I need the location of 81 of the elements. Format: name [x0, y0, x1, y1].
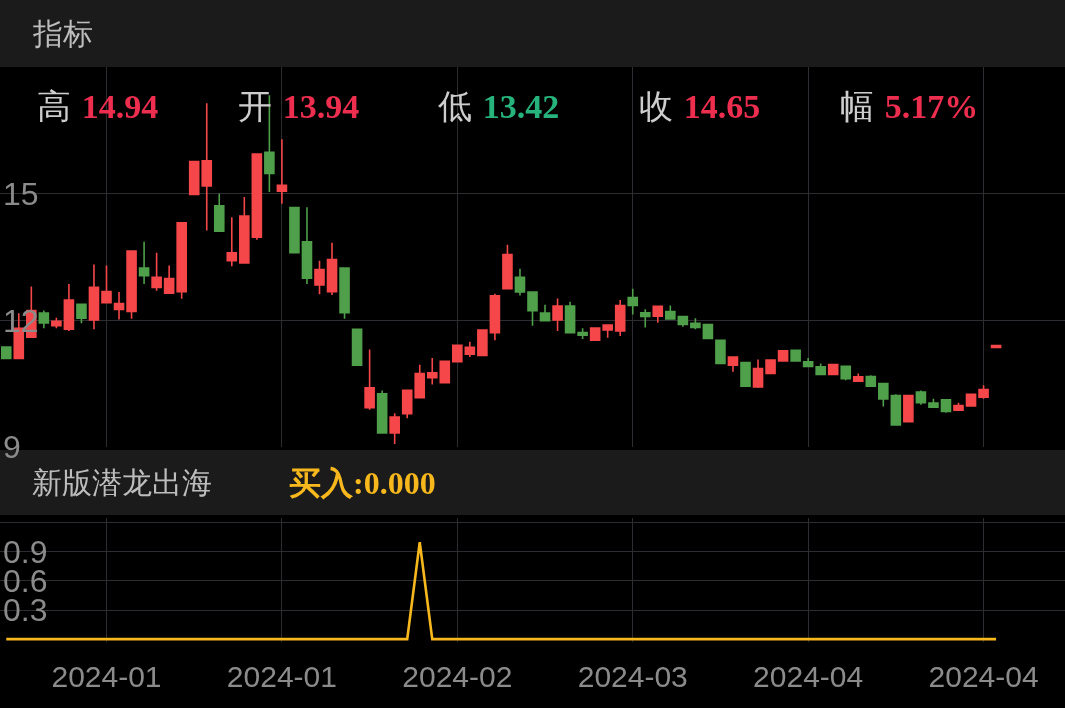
candlestick	[289, 206, 300, 254]
candlestick	[577, 327, 588, 340]
candlestick	[665, 304, 676, 320]
candlestick	[627, 287, 639, 316]
candlestick	[213, 192, 225, 233]
candlestick	[151, 251, 162, 292]
x-tick-label: 2024-02	[402, 660, 513, 693]
candlestick	[251, 153, 263, 241]
annotation: 低 13.42	[438, 86, 560, 126]
y-tick-label: 9	[3, 429, 21, 466]
candlestick	[690, 317, 701, 330]
candlestick	[928, 398, 939, 409]
candlestick	[326, 241, 338, 296]
x-tick-label: 2024-01	[51, 660, 162, 693]
x-tick-label: 2024-04	[928, 660, 1039, 693]
candlestick	[840, 365, 852, 382]
candlestick	[865, 374, 877, 387]
candlestick	[126, 250, 137, 320]
candlestick	[953, 401, 964, 412]
candlestick	[163, 264, 175, 295]
candlestick	[852, 372, 864, 382]
candlestick	[138, 241, 150, 285]
candlestick	[314, 260, 325, 295]
candlestick	[464, 341, 476, 358]
candlestick	[452, 344, 463, 363]
candlestick	[539, 303, 551, 322]
candlestick	[239, 196, 250, 264]
candlestick	[903, 394, 914, 423]
candlestick	[351, 328, 363, 366]
candlestick	[727, 356, 739, 373]
candlestick	[790, 349, 801, 363]
candlestick	[514, 268, 526, 297]
candlestick	[740, 361, 751, 387]
candlestick	[777, 349, 789, 362]
annotation: 收 14.65	[639, 86, 761, 126]
candlestick	[339, 267, 350, 320]
candlestick	[364, 348, 375, 411]
candlestick	[564, 300, 576, 334]
annotation: 幅 5.17%	[840, 86, 979, 126]
candlestick	[965, 393, 977, 407]
candlestick	[176, 222, 187, 300]
y-tick-label: 15	[3, 175, 39, 212]
annotation: 高 14.94	[37, 86, 159, 126]
candlestick	[878, 382, 889, 408]
candlestick	[915, 389, 927, 406]
candlestick	[827, 363, 839, 376]
candlestick	[226, 216, 238, 268]
candlestick	[527, 291, 538, 327]
candlestick	[502, 243, 513, 290]
candlestick	[63, 283, 75, 332]
candlestick	[765, 359, 776, 375]
candlestick	[76, 303, 87, 325]
candlestick	[276, 138, 288, 205]
candlestick	[589, 327, 601, 341]
candlestick	[652, 305, 664, 324]
candlestick	[890, 393, 902, 426]
candlestick	[815, 362, 826, 376]
candlestick	[489, 292, 501, 341]
candlestick	[639, 308, 651, 329]
text: 买入:0.000	[289, 465, 436, 501]
candlestick	[376, 389, 388, 434]
candlestick	[614, 299, 626, 337]
x-tick-label: 2024-04	[753, 660, 864, 693]
candlestick	[0, 346, 12, 360]
candlestick	[38, 309, 50, 330]
candlestick	[301, 206, 313, 285]
candlestick	[477, 329, 488, 358]
candlestick	[113, 291, 125, 321]
chart-title: 新版潜龙出海	[32, 465, 212, 500]
candlestick	[715, 339, 726, 365]
candlestick	[88, 263, 100, 330]
candlestick	[978, 384, 989, 400]
candlestick	[101, 264, 112, 304]
candlestick	[389, 412, 400, 445]
x-tick-label: 2024-01	[226, 660, 337, 693]
chart-title: 指标	[32, 16, 93, 51]
candlestick	[51, 317, 62, 330]
candlestick	[552, 297, 563, 332]
x-tick-label: 2024-03	[577, 660, 688, 693]
candlestick	[752, 358, 764, 389]
candlestick	[602, 324, 613, 339]
